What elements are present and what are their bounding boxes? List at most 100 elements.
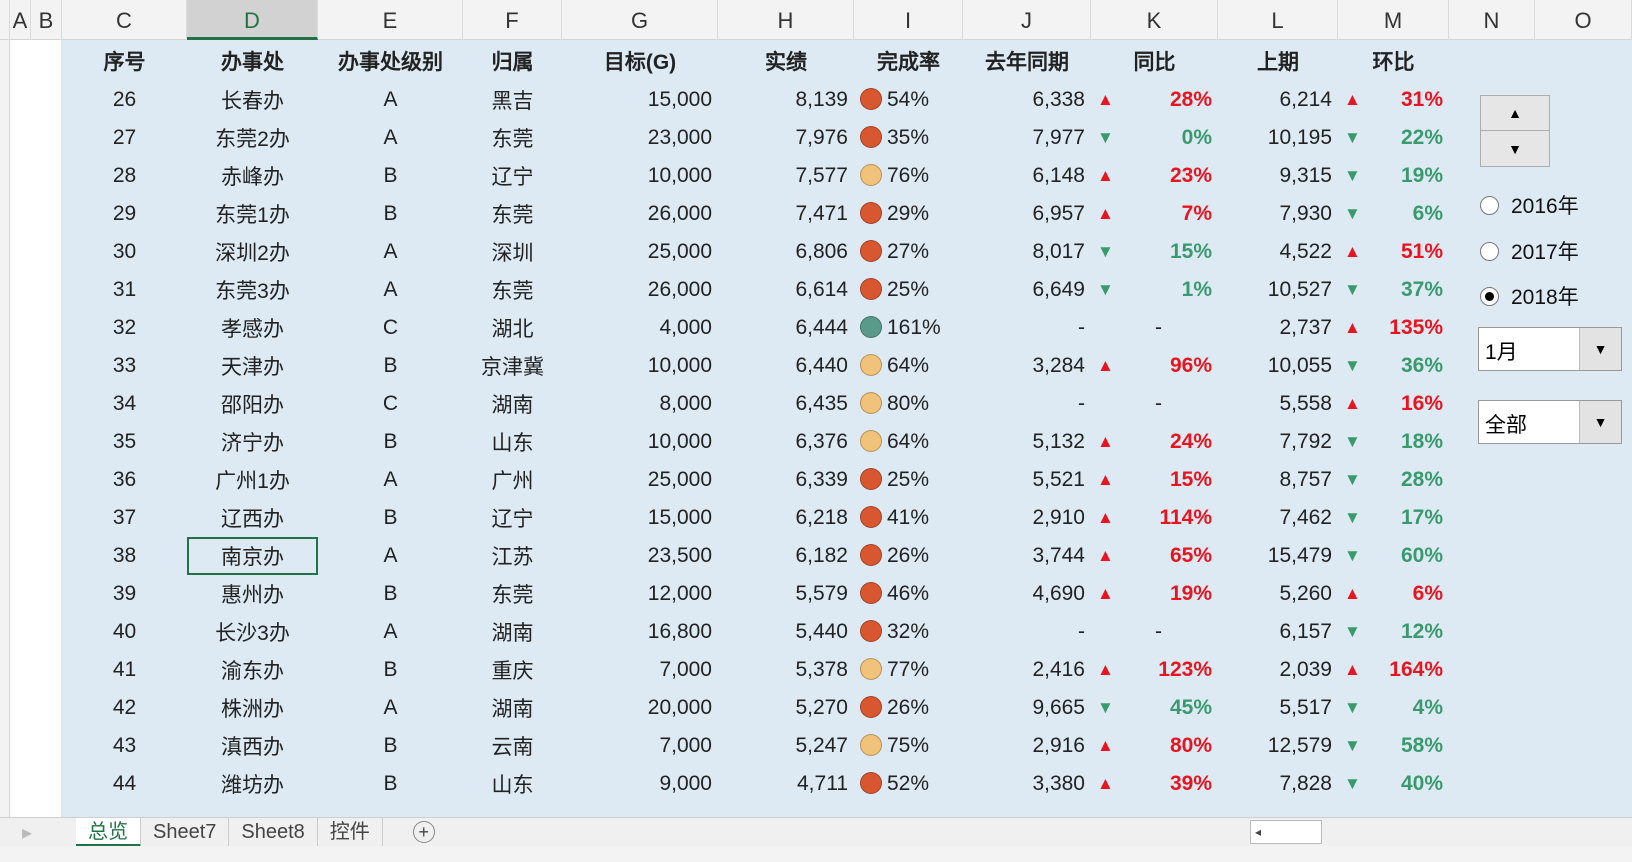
yoy-cell[interactable]: ▲ 24%	[1091, 423, 1218, 461]
completion-cell[interactable]: 35%	[854, 119, 963, 157]
yoy-cell[interactable]: ▲ 123%	[1091, 651, 1218, 689]
cell[interactable]: A	[383, 88, 398, 111]
previous-period-cell[interactable]: 6,214	[1279, 88, 1332, 111]
cell[interactable]: 重庆	[491, 660, 534, 683]
mom-cell[interactable]: ▲ 16%	[1338, 385, 1449, 423]
cell[interactable]: 东莞	[491, 584, 534, 607]
last-year-cell[interactable]: 7,977	[1032, 126, 1085, 149]
column-header-b[interactable]: B	[31, 0, 62, 40]
cell[interactable]: 29	[112, 202, 137, 225]
target-cell[interactable]: 7,000	[659, 734, 712, 757]
column-header-a[interactable]: A	[10, 0, 31, 40]
completion-cell[interactable]: 32%	[854, 613, 963, 651]
last-year-cell[interactable]: 3,744	[1032, 544, 1085, 567]
cell[interactable]: C	[382, 316, 399, 339]
completion-cell[interactable]: 52%	[854, 765, 963, 803]
mom-cell[interactable]: ▼ 4%	[1338, 689, 1449, 727]
yoy-cell[interactable]: ▼ 45%	[1091, 689, 1218, 727]
cell[interactable]: A	[383, 468, 398, 491]
target-cell[interactable]: 26,000	[647, 278, 712, 301]
yoy-cell[interactable]: -	[1091, 309, 1218, 347]
previous-period-cell[interactable]: 8,757	[1279, 468, 1332, 491]
cell[interactable]: 41	[112, 658, 137, 681]
tab-controls[interactable]: 控件	[318, 817, 383, 847]
previous-period-cell[interactable]: 7,462	[1279, 506, 1332, 529]
cell[interactable]: 长春办	[221, 90, 284, 113]
spin-down-icon[interactable]: ▼	[1508, 140, 1522, 157]
actual-cell[interactable]: 7,976	[795, 126, 848, 149]
cell[interactable]: 长沙3办	[215, 622, 290, 645]
column-header-e[interactable]: E	[318, 0, 463, 40]
yoy-cell[interactable]: -	[1091, 613, 1218, 651]
cell[interactable]: 湖南	[491, 622, 534, 645]
yoy-cell[interactable]: ▼ 0%	[1091, 119, 1218, 157]
cell[interactable]: C	[382, 392, 399, 415]
previous-period-cell[interactable]: 15,479	[1267, 544, 1332, 567]
cell[interactable]: 黑吉	[491, 90, 534, 113]
column-header-m[interactable]: M	[1338, 0, 1449, 40]
spin-up-icon[interactable]: ▲	[1481, 96, 1549, 131]
previous-period-cell[interactable]: 2,039	[1279, 658, 1332, 681]
cell[interactable]: 南京办	[187, 537, 318, 575]
mom-cell[interactable]: ▼ 17%	[1338, 499, 1449, 537]
cell[interactable]: 天津办	[221, 356, 284, 379]
cell[interactable]: B	[383, 430, 398, 453]
cell[interactable]: 山东	[491, 432, 534, 455]
cell[interactable]: 济宁办	[221, 432, 284, 455]
target-cell[interactable]: 23,500	[647, 544, 712, 567]
last-year-cell[interactable]: 4,690	[1032, 582, 1085, 605]
mom-cell[interactable]: ▼ 36%	[1338, 347, 1449, 385]
tab-scroll-icon[interactable]: ▸	[22, 821, 33, 844]
mom-cell[interactable]: ▼ 60%	[1338, 537, 1449, 575]
cell[interactable]: 42	[112, 696, 137, 719]
last-year-cell[interactable]: 2,916	[1032, 734, 1085, 757]
last-year-cell[interactable]: 6,148	[1032, 164, 1085, 187]
target-cell[interactable]: 25,000	[647, 468, 712, 491]
previous-period-cell[interactable]: 10,527	[1267, 278, 1332, 301]
cell[interactable]: 邵阳办	[221, 394, 284, 417]
horizontal-scrollbar[interactable]: ◂	[1250, 820, 1322, 844]
actual-cell[interactable]: 6,376	[795, 430, 848, 453]
radio-2018[interactable]: 2018年	[1480, 281, 1579, 311]
cell[interactable]: 东莞	[491, 128, 534, 151]
cell[interactable]: 湖南	[491, 394, 534, 417]
cell[interactable]: 山东	[491, 774, 534, 797]
cell[interactable]: 44	[112, 772, 137, 795]
target-cell[interactable]: 8,000	[659, 392, 712, 415]
mom-cell[interactable]: ▼ 19%	[1338, 157, 1449, 195]
month-combo[interactable]: 1月 ▼	[1478, 327, 1622, 371]
cell[interactable]: 东莞	[491, 280, 534, 303]
cell[interactable]: 赤峰办	[221, 166, 284, 189]
previous-period-cell[interactable]: 6,157	[1279, 620, 1332, 643]
tab-sheet8[interactable]: Sheet8	[229, 817, 318, 847]
completion-cell[interactable]: 27%	[854, 233, 963, 271]
actual-cell[interactable]: 5,247	[795, 734, 848, 757]
last-year-cell[interactable]: -	[1078, 392, 1085, 415]
cell[interactable]: 辽宁	[491, 166, 534, 189]
cell[interactable]: B	[383, 506, 398, 529]
cell[interactable]: 38	[112, 544, 137, 567]
column-header-h[interactable]: H	[718, 0, 854, 40]
last-year-cell[interactable]: 5,521	[1032, 468, 1085, 491]
yoy-cell[interactable]: ▲ 39%	[1091, 765, 1218, 803]
cell[interactable]: 34	[112, 392, 137, 415]
cell[interactable]: A	[383, 240, 398, 263]
cell[interactable]: 孝感办	[221, 318, 284, 341]
cell[interactable]: A	[383, 126, 398, 149]
cell[interactable]: 惠州办	[221, 584, 284, 607]
add-sheet-icon[interactable]: +	[412, 821, 435, 843]
actual-cell[interactable]: 6,435	[795, 392, 848, 415]
cell[interactable]: 27	[112, 126, 137, 149]
last-year-cell[interactable]: 5,132	[1032, 430, 1085, 453]
yoy-cell[interactable]: ▲ 80%	[1091, 727, 1218, 765]
cell[interactable]: 深圳2办	[215, 242, 290, 265]
cell[interactable]: 26	[112, 88, 137, 111]
actual-cell[interactable]: 6,444	[795, 316, 848, 339]
actual-cell[interactable]: 6,339	[795, 468, 848, 491]
cell[interactable]: 广州1办	[215, 470, 290, 493]
previous-period-cell[interactable]: 7,792	[1279, 430, 1332, 453]
cell[interactable]: A	[383, 696, 398, 719]
cell[interactable]: B	[383, 658, 398, 681]
last-year-cell[interactable]: 2,416	[1032, 658, 1085, 681]
column-header-l[interactable]: L	[1218, 0, 1338, 40]
